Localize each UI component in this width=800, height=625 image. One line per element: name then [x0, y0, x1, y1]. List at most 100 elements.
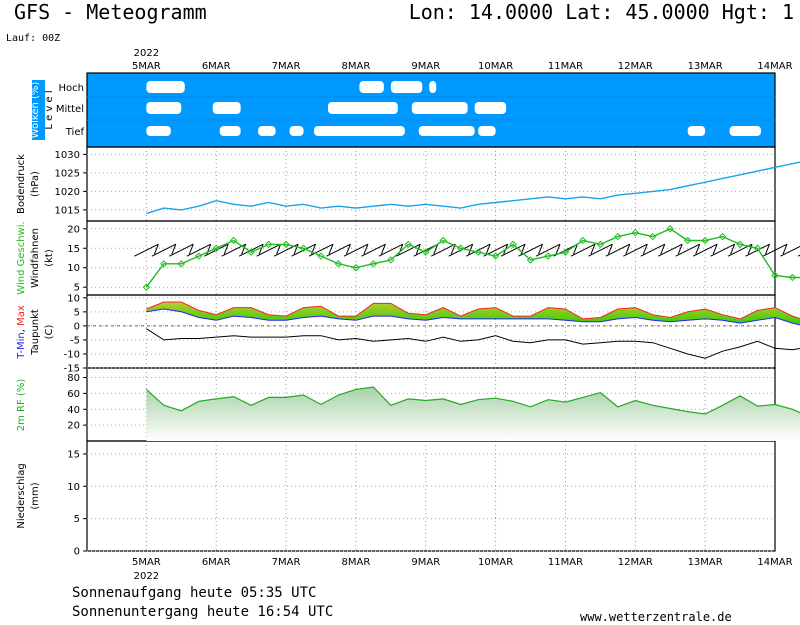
x-tick-bottom-7: 12MAR [618, 557, 653, 568]
wind-barb-feather-24 [572, 244, 578, 255]
wind-barb-33 [710, 243, 735, 257]
wind-point-14 [387, 256, 395, 264]
cloud-blob-17 [729, 126, 762, 136]
wind-point-7 [264, 240, 273, 249]
wind-point-28 [631, 228, 640, 237]
wind-barb-feather-36 [782, 244, 788, 255]
x-tick-top-8: 13MAR [688, 61, 723, 72]
wind-barb-feather-13 [380, 244, 386, 255]
cloud-blob-11 [258, 126, 276, 136]
wind-barb-21 [500, 243, 526, 257]
y-axis-label--c-: (C) [44, 325, 55, 340]
cloud-blob-7 [411, 102, 468, 114]
wind-barb-9 [291, 243, 316, 257]
wind-point-2 [177, 260, 186, 268]
wind-barb-2 [169, 243, 194, 257]
x-tick-top-9: 14MAR [757, 61, 792, 72]
y-axis-label-bodendruck: Bodendruck [16, 154, 27, 214]
x-tick-top-0: 5MAR [132, 61, 161, 72]
y-tick-label-precipitation-0: 0 [74, 547, 80, 558]
cloud-blob-14 [418, 126, 475, 136]
wind-point-17 [439, 236, 447, 245]
wind-barb-1 [151, 243, 177, 257]
wind-speed-line [145, 228, 800, 288]
cloud-blob-5 [212, 102, 241, 114]
wind-barb-19 [465, 243, 491, 257]
meteogram-chart: 5MAR 5MAR 6MAR 6MAR 7MAR 7MAR 8MAR 8MAR 9MAR 9MAR… [16, 48, 800, 582]
cloud-blob-15 [478, 126, 496, 136]
y-axis-label--hpa-: (hPa) [30, 171, 41, 197]
sunrise-text: Sonnenaufgang heute 05:35 UTC [72, 585, 317, 601]
wind-point-19 [474, 248, 482, 256]
y-tick-label-temperature-5: 5 [74, 307, 80, 318]
wind-barb-feather-32 [712, 244, 718, 255]
y-tick-label-precipitation-10: 10 [67, 482, 80, 493]
x-tick-top-2: 7MAR [272, 61, 301, 72]
t-max-line [146, 301, 800, 320]
wind-point-36 [771, 271, 779, 280]
wind-barb-feather-18 [468, 244, 474, 255]
x-tick-top-7: 12MAR [618, 61, 653, 72]
wind-point-34 [736, 240, 744, 249]
wind-barb-feather-0 [153, 244, 159, 255]
y-tick-label-wind-20: 20 [67, 224, 80, 235]
wind-point-20 [491, 252, 500, 260]
wind-point-8 [282, 240, 290, 249]
wind-barb-15 [396, 243, 421, 257]
y-tick-label-pressure-1020: 1020 [55, 187, 80, 198]
wind-point-0 [142, 283, 151, 291]
x-tick-bottom-2: 7MAR [272, 557, 301, 568]
x-tick-bottom-0: 5MAR [132, 557, 161, 568]
cloud-axis-label-bg [32, 80, 45, 140]
wind-point-37 [788, 273, 797, 282]
cloud-blob-3 [429, 81, 437, 93]
wind-barb-12 [343, 243, 369, 257]
humidity-line [145, 386, 800, 415]
wind-barb-18 [448, 243, 473, 257]
wind-barb-10 [308, 243, 334, 257]
wind-barb-14 [378, 243, 404, 257]
x-tick-bottom-8: 13MAR [688, 557, 723, 568]
y-tick-label-pressure-1015: 1015 [55, 205, 80, 216]
y-axis-label-windfahnen: Windfahnen [30, 228, 41, 288]
cloud-blob-1 [359, 81, 384, 93]
wind-barb-feather-23 [555, 244, 561, 255]
y-axis-label--kt-: (kt) [44, 249, 55, 267]
wind-point-31 [683, 236, 692, 245]
y-tick-label-pressure-1025: 1025 [55, 168, 80, 179]
wind-barb-feather-7 [276, 244, 282, 255]
wind-point-10 [317, 252, 325, 260]
wind-point-32 [701, 236, 709, 245]
wind-barb-feather-35 [765, 244, 771, 255]
wind-point-9 [299, 244, 308, 252]
wind-barb-feather-8 [293, 244, 299, 255]
wind-barb-feather-27 [625, 244, 631, 255]
cloud-blob-0 [146, 81, 185, 93]
wind-barb-36 [762, 243, 788, 257]
wind-barb-3 [186, 243, 211, 257]
wind-barb-feather-25 [590, 244, 596, 255]
y-tick-label-temperature-10: 10 [67, 293, 80, 304]
y-axis-label-2m-rf-: 2m RF (%) [16, 379, 27, 432]
wind-point-16 [422, 248, 430, 256]
cloud-level-label-hoch: Hoch [59, 83, 84, 94]
y-tick-label-wind-5: 5 [74, 283, 80, 294]
y-axis-label--mm-: (mm) [30, 482, 41, 509]
wind-point-3 [195, 252, 203, 260]
x-tick-bottom-9: 14MAR [757, 557, 792, 568]
wind-barb-feather-22 [538, 244, 543, 255]
wind-point-5 [229, 236, 238, 245]
dewpoint-line [146, 328, 800, 359]
wind-barb-35 [745, 243, 770, 257]
wind-barb-feather-2 [188, 244, 194, 255]
wind-barb-37 [780, 245, 800, 257]
cloud-blob-6 [327, 102, 398, 114]
wind-barb-25 [570, 243, 596, 257]
year-label-bottom: 2022 [134, 571, 159, 582]
wind-point-21 [509, 240, 517, 249]
wind-barb-31 [675, 243, 700, 257]
wind-point-6 [247, 248, 255, 256]
y-tick-label-temperature-0: 0 [74, 321, 80, 332]
wind-point-35 [753, 244, 762, 252]
y-tick-label-temperature--5: -5 [70, 335, 80, 346]
